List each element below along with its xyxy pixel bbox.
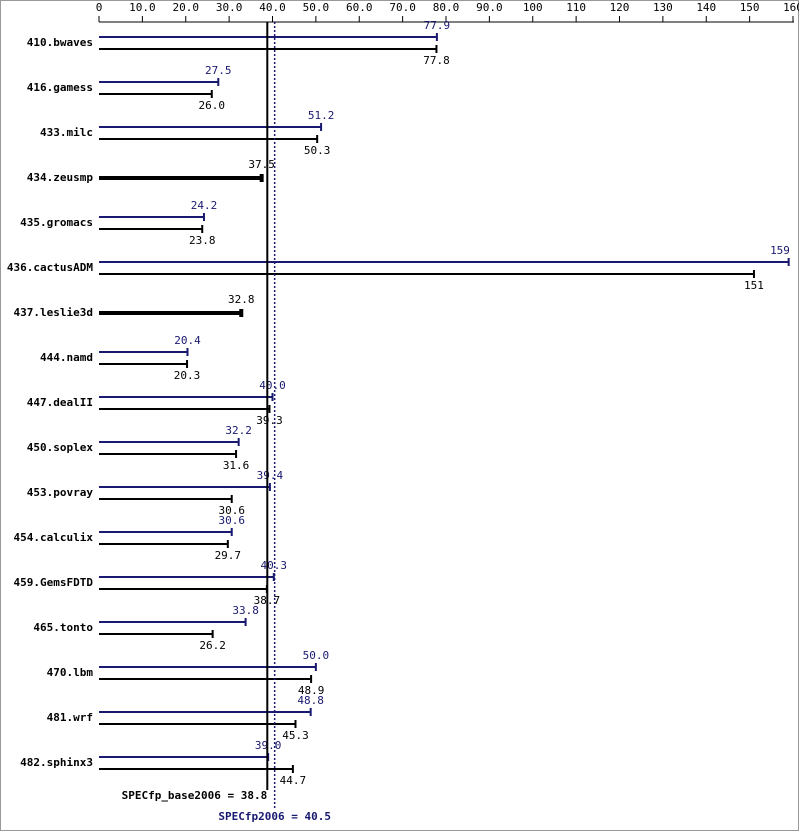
category-label: 482.sphinx3 <box>20 756 93 769</box>
bar <box>99 573 275 581</box>
value-label: 32.8 <box>228 293 255 306</box>
value-label: 26.0 <box>199 99 226 112</box>
x-tick-label: 80.0 <box>433 1 460 14</box>
category-label: 481.wrf <box>47 711 93 724</box>
category-label: 447.dealII <box>27 396 93 409</box>
value-label: 23.8 <box>189 234 216 247</box>
value-label: 50.0 <box>303 649 330 662</box>
bar <box>99 528 233 536</box>
bar <box>99 360 189 368</box>
x-tick-label: 120 <box>610 1 630 14</box>
x-tick-label: 100 <box>523 1 543 14</box>
bar <box>99 675 313 683</box>
category-label: 437.leslie3d <box>14 306 93 319</box>
value-label: 50.3 <box>304 144 331 157</box>
bar <box>99 123 323 131</box>
bar <box>99 720 297 728</box>
x-tick-label: 0 <box>96 1 103 14</box>
category-label: 470.lbm <box>47 666 94 679</box>
x-tick-label: 10.0 <box>129 1 156 14</box>
value-label: 77.8 <box>423 54 450 67</box>
category-label: 435.gromacs <box>20 216 93 229</box>
value-label: 30.6 <box>218 504 245 517</box>
bar <box>99 438 240 446</box>
bar <box>99 90 213 98</box>
bar <box>99 618 247 626</box>
x-tick-label: 50.0 <box>303 1 330 14</box>
bar <box>99 663 317 671</box>
x-tick-label: 40.0 <box>259 1 286 14</box>
bar <box>99 495 233 503</box>
value-label: 159 <box>770 244 790 257</box>
value-label: 29.7 <box>215 549 242 562</box>
category-label: 436.cactusADM <box>7 261 93 274</box>
category-label: 410.bwaves <box>27 36 93 49</box>
value-label: 30.6 <box>218 514 245 527</box>
bar <box>99 483 271 491</box>
bar <box>99 309 244 317</box>
value-label: 48.9 <box>298 684 325 697</box>
x-tick-label: 20.0 <box>173 1 200 14</box>
bar <box>99 225 204 233</box>
value-label: 39.4 <box>257 469 284 482</box>
value-label: 44.7 <box>280 774 307 787</box>
value-label: 48.8 <box>297 694 324 707</box>
x-tick-label: 140 <box>696 1 716 14</box>
category-label: 433.milc <box>40 126 93 139</box>
bar <box>99 78 220 86</box>
value-label: 40.3 <box>261 559 288 572</box>
value-label: 77.9 <box>424 19 451 32</box>
value-label: 20.4 <box>174 334 201 347</box>
x-tick-label: 60.0 <box>346 1 373 14</box>
x-tick-label: 90.0 <box>476 1 503 14</box>
bar <box>99 135 319 143</box>
bar <box>99 213 205 221</box>
value-label: 32.2 <box>225 424 252 437</box>
value-label: 24.2 <box>191 199 218 212</box>
value-label: 40.0 <box>259 379 286 392</box>
bar <box>99 174 264 182</box>
category-label: 465.tonto <box>33 621 93 634</box>
x-tick-label: 110 <box>566 1 586 14</box>
category-label: 453.povray <box>27 486 94 499</box>
x-tick-label: 130 <box>653 1 673 14</box>
category-label: 416.gamess <box>27 81 93 94</box>
category-label: 459.GemsFDTD <box>14 576 94 589</box>
bar <box>99 348 189 356</box>
x-tick-label: 150 <box>740 1 760 14</box>
bar <box>99 405 271 413</box>
category-label: 444.namd <box>40 351 93 364</box>
value-label: 151 <box>744 279 764 292</box>
bar <box>99 258 790 266</box>
x-tick-label: 160 <box>783 1 799 14</box>
bar <box>99 630 214 638</box>
value-label: 39.3 <box>256 414 283 427</box>
reference-label: SPECfp_base2006 = 38.8 <box>122 789 268 802</box>
bar <box>99 540 229 548</box>
value-label: 26.2 <box>199 639 226 652</box>
bar <box>99 393 274 401</box>
bar <box>99 450 238 458</box>
value-label: 20.3 <box>174 369 201 382</box>
bar <box>99 765 294 773</box>
value-label: 45.3 <box>282 729 309 742</box>
reference-label: SPECfp2006 = 40.5 <box>218 810 331 823</box>
value-label: 31.6 <box>223 459 250 472</box>
category-label: 450.soplex <box>27 441 94 454</box>
value-label: 51.2 <box>308 109 335 122</box>
category-label: 454.calculix <box>14 531 94 544</box>
x-tick-label: 70.0 <box>389 1 416 14</box>
x-tick-label: 30.0 <box>216 1 243 14</box>
category-label: 434.zeusmp <box>27 171 94 184</box>
bar <box>99 270 755 278</box>
value-label: 33.8 <box>232 604 259 617</box>
value-label: 37.5 <box>248 158 275 171</box>
value-label: 27.5 <box>205 64 232 77</box>
